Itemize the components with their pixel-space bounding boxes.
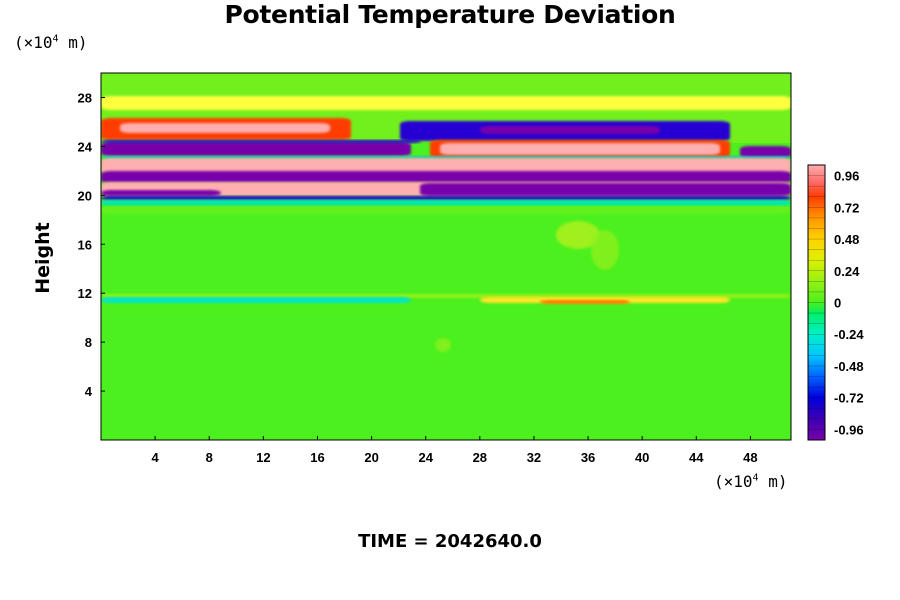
heatmap-field: [101, 73, 791, 440]
band-pink-right-1: [440, 143, 720, 155]
band-12km-orange: [540, 300, 630, 304]
eddy-1: [556, 221, 600, 249]
band-pink-2: [101, 158, 791, 174]
band-transition: [101, 206, 791, 214]
band-12km-cyan: [101, 297, 411, 303]
band-upper-purple-right: [480, 126, 660, 134]
x-tick-label: 48: [743, 450, 757, 465]
y-axis: 4 8 12 16 20 24 28: [78, 90, 105, 399]
x-tick-label: 24: [418, 450, 433, 465]
band-upper-pink-left: [120, 123, 330, 133]
x-tick-label: 28: [473, 450, 487, 465]
colorbar-tick-label: 0.96: [834, 169, 859, 184]
y-axis-unit: (×104 m): [14, 33, 88, 52]
x-tick-label: 40: [635, 450, 649, 465]
time-label: TIME = 2042640.0: [358, 531, 542, 552]
x-tick-label: 36: [581, 450, 595, 465]
x-tick-label: 20: [364, 450, 378, 465]
colorbar-tick-label: 0: [834, 296, 841, 311]
x-tick-label: 12: [256, 450, 270, 465]
band-purple-right-3: [420, 183, 791, 196]
y-tick-label: 24: [78, 139, 93, 154]
band-purple-left-1: [101, 142, 411, 156]
band-purple-far-right: [740, 146, 791, 158]
colorbar-tick-label: -0.96: [834, 422, 864, 437]
y-tick-label: 20: [78, 188, 92, 203]
colorbar: 0.96 0.72 0.48 0.24 0 -0.24 -0.48 -0.72 -0.96: [807, 164, 864, 441]
y-tick-label: 8: [85, 335, 92, 350]
x-tick-label: 16: [310, 450, 324, 465]
colorbar-tick-label: 0.48: [834, 232, 859, 247]
edge-blue-1: [101, 140, 421, 143]
colorbar-tick-label: -0.72: [834, 391, 864, 406]
colorbar-tick-label: -0.48: [834, 359, 864, 374]
band-purple-left-3: [101, 190, 221, 196]
y-tick-label: 28: [78, 90, 92, 105]
edge-blue-2: [101, 196, 791, 200]
y-tick-label: 16: [78, 237, 92, 252]
plot-frame: [100, 72, 792, 441]
x-tick-label: 44: [689, 450, 704, 465]
colorbar-tick-label: -0.24: [834, 327, 864, 342]
y-tick-label: 4: [85, 384, 93, 399]
band-upper-yellow: [101, 96, 791, 110]
x-tick-label: 4: [152, 450, 160, 465]
y-tick-label: 12: [78, 286, 92, 301]
x-tick-label: 32: [527, 450, 541, 465]
edge-teal-2: [101, 200, 791, 206]
eddy-3: [435, 338, 451, 352]
colorbar-frame: [807, 164, 826, 441]
x-axis-unit: (×104 m): [714, 472, 788, 491]
x-axis: 4 8 12 16 20 24 28 32 36 40 44 48: [152, 436, 758, 465]
chart-title: Potential Temperature Deviation: [224, 0, 676, 29]
eddy-2: [591, 230, 619, 270]
colorbar-tick-label: 0.72: [834, 200, 859, 215]
x-tick-label: 8: [206, 450, 213, 465]
colorbar-tick-label: 0.24: [834, 264, 860, 279]
band-purple-2: [101, 171, 791, 183]
